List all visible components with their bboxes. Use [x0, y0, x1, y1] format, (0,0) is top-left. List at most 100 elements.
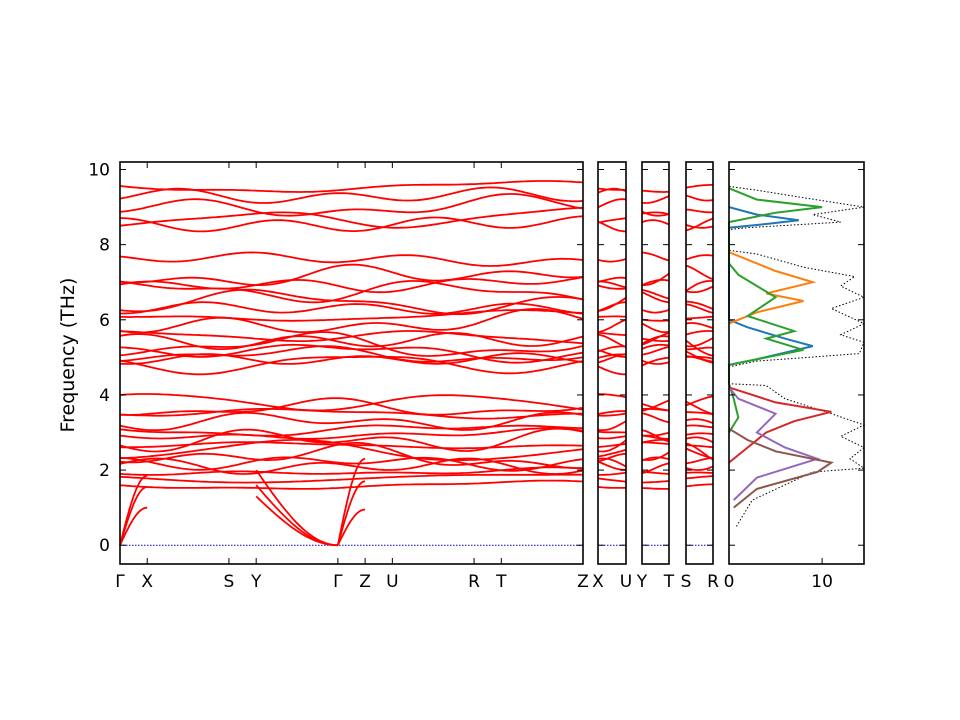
kpoint-label-main-8: T: [495, 572, 507, 592]
band-18-X-U: [597, 349, 627, 358]
band-14-S-R: [685, 395, 714, 407]
band-24-main: [120, 301, 584, 315]
y-tick-label-2: 2: [99, 461, 110, 481]
band-34-X-U: [597, 187, 626, 191]
band-12-S-R: [685, 411, 714, 416]
band-0-Y-T: [641, 487, 669, 490]
kpoint-label-X-U-1: U: [620, 572, 632, 592]
band-28-main: [119, 263, 584, 286]
band-26-Y-T: [641, 291, 670, 304]
band-11-S-R: [685, 418, 714, 425]
band-30-S-R: [685, 217, 714, 232]
dos-curves: [728, 185, 866, 527]
band-11-Y-T: [641, 412, 670, 424]
y-tick-label-8: 8: [99, 236, 110, 256]
band-26-X-U: [597, 284, 627, 290]
band-23-main: [120, 309, 584, 322]
band-10-main: [119, 424, 583, 437]
band-17-S-R: [685, 350, 714, 363]
band-2-X-U: [598, 471, 627, 476]
kpoint-label-S-R-1: R: [707, 572, 719, 592]
band-29-main: [119, 251, 584, 267]
panel-frame-main: [119, 161, 584, 565]
kpoint-label-Y-T-1: T: [663, 572, 675, 592]
band-26-S-R: [685, 280, 714, 292]
acoustic-branch-0: [119, 506, 148, 546]
band-32-main: [119, 193, 584, 217]
band-27-main: [119, 276, 584, 294]
band-4-main: [119, 456, 584, 472]
kpoint-label-S-R-0: S: [681, 572, 692, 592]
band-33-Y-T: [641, 195, 670, 204]
acoustic-branch-5: [255, 495, 338, 547]
band-28-X-U: [597, 276, 627, 283]
kpoint-label-X-U-0: X: [592, 572, 604, 592]
band-21-X-U: [597, 331, 627, 337]
band-5-Y-T: [641, 451, 670, 462]
kpoint-label-main-9: Z: [577, 572, 589, 592]
band-13-Y-T: [641, 399, 670, 412]
band-25-main: [119, 288, 584, 316]
acoustic-branch-4: [255, 484, 338, 547]
band-19-Y-T: [641, 332, 670, 346]
panel-frame-S-R: [685, 161, 714, 565]
acoustic-branch-8: [337, 457, 366, 546]
band-21-S-R: [685, 330, 714, 336]
band-31-main: [119, 206, 584, 229]
band-20-X-U: [597, 333, 627, 348]
band-19-S-R: [685, 339, 714, 357]
band-30-Y-T: [641, 219, 670, 226]
band-8-main: [119, 427, 584, 453]
band-11-main: [119, 411, 584, 432]
band-34-S-R: [685, 183, 714, 189]
dos-projected-curve-3: [728, 187, 823, 434]
band-29-S-R: [685, 254, 714, 261]
band-8-X-U: [597, 439, 627, 453]
band-1-S-R: [685, 475, 714, 480]
dos-projected-curve-4: [728, 386, 832, 464]
band-25-Y-T: [641, 289, 670, 300]
band-0-X-U: [597, 486, 627, 489]
band-14-X-U: [597, 393, 627, 398]
band-32-Y-T: [641, 210, 670, 217]
band-30-main: [119, 215, 584, 233]
y-tick-label-0: 0: [99, 536, 110, 556]
band-27-S-R: [685, 285, 714, 294]
dos-x-tick-label-0: 0: [724, 572, 735, 592]
band-7-S-R: [685, 444, 714, 449]
band-24-Y-T: [641, 309, 670, 314]
band-27-Y-T: [641, 278, 670, 286]
panel-frame-Y-T: [641, 161, 670, 565]
band-3-S-R: [685, 465, 714, 471]
band-22-main: [119, 308, 584, 334]
band-11-X-U: [597, 420, 627, 432]
band-15-Y-T: [641, 356, 670, 367]
band-14-Y-T: [641, 403, 670, 412]
band-18-S-R: [685, 346, 714, 351]
band-12-X-U: [597, 412, 627, 417]
band-15-main: [119, 355, 584, 376]
band-29-X-U: [597, 258, 627, 263]
dos-x-tick-label-10: 10: [811, 572, 833, 592]
band-18-Y-T: [641, 343, 670, 350]
band-3-main: [119, 457, 584, 475]
band-9-main: [119, 427, 584, 440]
band-7-Y-T: [641, 441, 670, 445]
band-28-S-R: [685, 264, 714, 281]
band-5-main: [119, 442, 584, 469]
kpoint-label-main-6: U: [386, 572, 398, 592]
band-13-X-U: [597, 410, 627, 415]
band-21-Y-T: [641, 337, 670, 342]
band-3-Y-T: [641, 462, 670, 475]
band-10-S-R: [685, 424, 714, 429]
band-21-main: [119, 330, 584, 345]
acoustic-branch-7: [337, 480, 366, 546]
band-5-X-U: [597, 452, 627, 463]
dos-projected-curve-5: [728, 386, 821, 501]
band-23-S-R: [685, 315, 714, 320]
band-8-S-R: [685, 436, 714, 444]
kpoint-label-main-4: Γ: [333, 572, 343, 592]
band-4-Y-T: [641, 456, 670, 462]
